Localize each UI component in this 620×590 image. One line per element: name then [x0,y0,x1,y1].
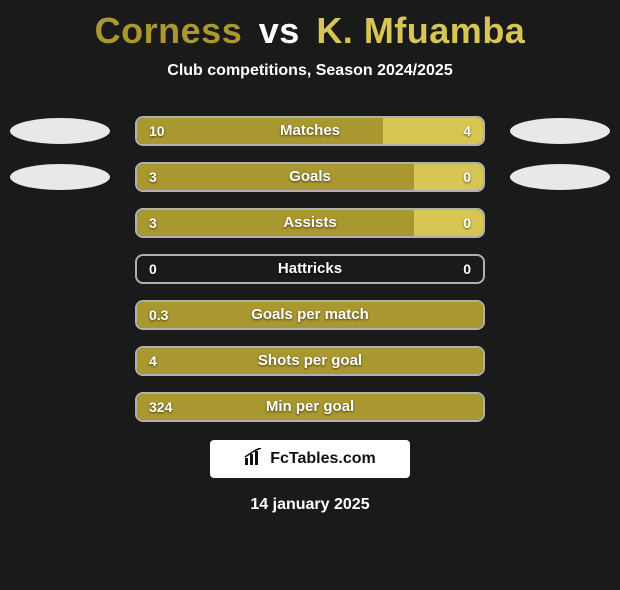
stat-label: Shots per goal [137,348,483,374]
stats-bars-area: 104Matches 30Goals 30Assists 00Hattricks 0.3… [0,116,620,422]
stat-bar-track: 4Shots per goal [135,346,485,376]
stat-row: 104Matches [0,116,620,146]
player2-marker [510,164,610,190]
comparison-title: Corness vs K. Mfuamba [0,10,620,52]
stat-row: 0.3Goals per match [0,300,620,330]
stat-row: 30Goals [0,162,620,192]
stat-label: Matches [137,118,483,144]
stat-row: 30Assists [0,208,620,238]
subtitle: Club competitions, Season 2024/2025 [0,62,620,80]
attribution-badge: FcTables.com [210,440,410,478]
stat-label: Min per goal [137,394,483,420]
stat-bar-track: 324Min per goal [135,392,485,422]
stat-row: 00Hattricks [0,254,620,284]
attribution-text: FcTables.com [270,450,376,468]
stat-label: Assists [137,210,483,236]
player1-marker [10,164,110,190]
stat-label: Hattricks [137,256,483,282]
chart-icon [244,448,266,471]
stat-bar-track: 30Goals [135,162,485,192]
stat-bar-track: 0.3Goals per match [135,300,485,330]
player2-marker [510,118,610,144]
player1-name: Corness [95,10,243,51]
player1-marker [10,118,110,144]
date-label: 14 january 2025 [0,496,620,514]
stat-label: Goals [137,164,483,190]
player2-name: K. Mfuamba [316,10,525,51]
vs-label: vs [259,10,300,51]
stat-bar-track: 30Assists [135,208,485,238]
stat-row: 324Min per goal [0,392,620,422]
stat-label: Goals per match [137,302,483,328]
stat-bar-track: 104Matches [135,116,485,146]
stat-row: 4Shots per goal [0,346,620,376]
stat-bar-track: 00Hattricks [135,254,485,284]
